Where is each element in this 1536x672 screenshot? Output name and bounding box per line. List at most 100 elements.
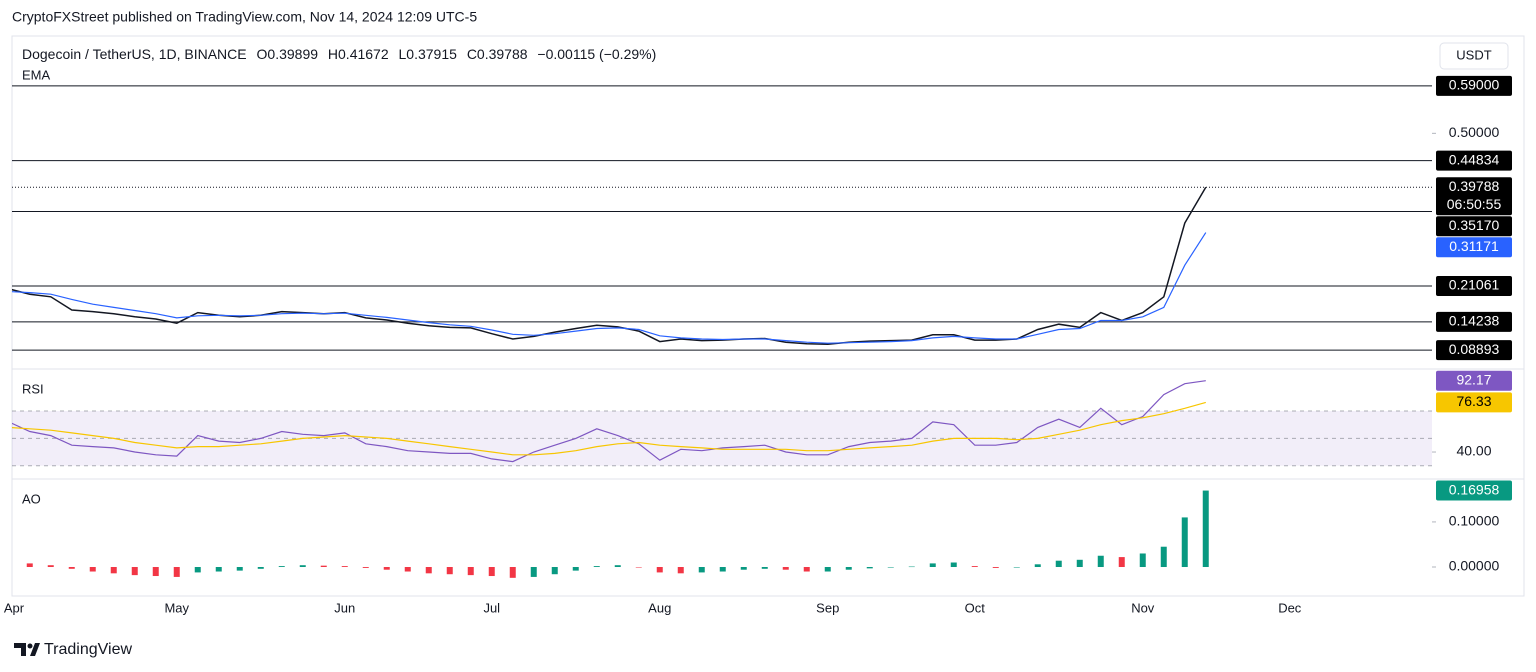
ao-bar: [110, 567, 117, 574]
ao-bar: [47, 565, 54, 568]
ao-bar: [614, 565, 621, 568]
brand: TradingView: [44, 641, 132, 658]
indicator-label: AO: [22, 491, 41, 506]
level-label-box: [1436, 75, 1512, 96]
ao-bar: [1076, 559, 1083, 568]
ao-bar: [425, 567, 432, 574]
ao-bar: [215, 567, 222, 572]
ao-bar: [173, 567, 180, 577]
ao-bar: [971, 566, 978, 568]
y-tick-label: 40.00: [1456, 443, 1491, 459]
change: −0.00115 (−0.29%): [537, 46, 656, 62]
level-label: 0.44834: [1449, 151, 1500, 167]
last-value-label-box: [1436, 480, 1512, 501]
ao-bar: [320, 565, 327, 568]
last-value-label: 76.33: [1456, 393, 1491, 409]
level-label: 0.14238: [1449, 313, 1500, 329]
ao-bar: [530, 567, 537, 577]
ao-bar: [803, 567, 810, 572]
ao-bar: [26, 563, 33, 568]
series-line: [12, 232, 1207, 344]
level-label: 0.35170: [1449, 217, 1500, 233]
series-line: [12, 401, 1206, 456]
ao-bar: [1097, 555, 1104, 568]
ao-bar: [845, 567, 852, 570]
ao-bar: [131, 567, 138, 576]
x-tick-label: May: [164, 600, 189, 615]
series-line: [12, 186, 1207, 346]
last-value-label-box: [1436, 370, 1512, 391]
brand-logo: [14, 643, 40, 656]
series-line: [12, 380, 1206, 463]
ao-bar: [383, 567, 390, 570]
ao-bar: [656, 567, 663, 573]
ao-bar: [929, 563, 936, 568]
last-value-label: 0.16958: [1449, 481, 1500, 497]
ao-bar: [593, 566, 600, 568]
ao-bar: [68, 567, 75, 569]
ao-bar: [740, 567, 747, 570]
x-tick-label: Sep: [816, 600, 839, 615]
ao-bar: [908, 566, 915, 568]
ao-bar: [698, 567, 705, 573]
level-label: 0.21061: [1449, 277, 1500, 293]
currency[interactable]: USDT: [1456, 47, 1491, 62]
ao-bar: [1160, 546, 1167, 568]
x-tick-label: Aug: [648, 600, 671, 615]
low: L0.37915: [399, 46, 458, 62]
ao-bar: [677, 567, 684, 574]
ao-bar: [551, 567, 558, 575]
indicator-label: EMA: [22, 67, 51, 82]
symbol: Dogecoin / TetherUS, 1D, BINANCE: [22, 46, 247, 62]
high: H0.41672: [328, 46, 389, 62]
ao-bar: [992, 567, 999, 568]
ao-bar: [152, 567, 159, 577]
level-label-box: [1436, 150, 1512, 171]
level-label-box: [1436, 275, 1512, 296]
x-tick-label: Oct: [965, 600, 986, 615]
ao-bar: [572, 567, 579, 571]
ao-bar: [782, 567, 789, 570]
ao-bar: [89, 567, 96, 572]
ao-bar: [341, 566, 348, 568]
ao-bar: [824, 567, 831, 572]
publisher: CryptoFXStreet published on TradingView.…: [12, 9, 477, 25]
open: O0.39899: [257, 46, 319, 62]
legend: Dogecoin / TetherUS, 1D, BINANCE O0.3989…: [22, 46, 656, 62]
last-price-label: 0.39788: [1449, 178, 1500, 194]
ao-bar: [1013, 567, 1020, 568]
ao-bar: [1118, 557, 1125, 568]
close: C0.39788: [467, 46, 528, 62]
level-label-box: [1436, 311, 1512, 332]
x-tick-label: Jul: [483, 600, 500, 615]
ao-bar: [299, 565, 306, 568]
ao-bar: [194, 567, 201, 573]
last-value-label-box: [1436, 392, 1512, 413]
ao-bar: [1139, 553, 1146, 568]
ao-bar: [467, 567, 474, 576]
ao-bar: [950, 562, 957, 568]
ao-bar: [1055, 560, 1062, 568]
last-value-label-box: [1436, 237, 1512, 258]
last-value-label: 92.17: [1456, 371, 1491, 387]
ao-bar: [1034, 564, 1041, 568]
x-tick-label: Nov: [1131, 600, 1155, 615]
last-value-label: 0.31171: [1449, 238, 1499, 254]
ao-bar: [446, 567, 453, 575]
ao-bar: [362, 567, 369, 568]
y-tick-label: 0.00000: [1449, 558, 1500, 574]
y-tick-label: 0.10000: [1449, 513, 1500, 529]
ao-bar: [257, 567, 264, 569]
level-label: 0.08893: [1449, 341, 1500, 357]
currency-button[interactable]: [1439, 42, 1509, 70]
level-label-box: [1436, 216, 1512, 237]
ao-bar: [1181, 517, 1188, 568]
indicator-label: RSI: [22, 381, 44, 396]
ao-bar: [887, 567, 894, 568]
ao-bar: [719, 567, 726, 572]
x-tick-label: Dec: [1278, 600, 1302, 615]
ao-bar: [761, 567, 768, 569]
ao-bar: [6, 562, 12, 567]
ao-bar: [866, 567, 873, 569]
